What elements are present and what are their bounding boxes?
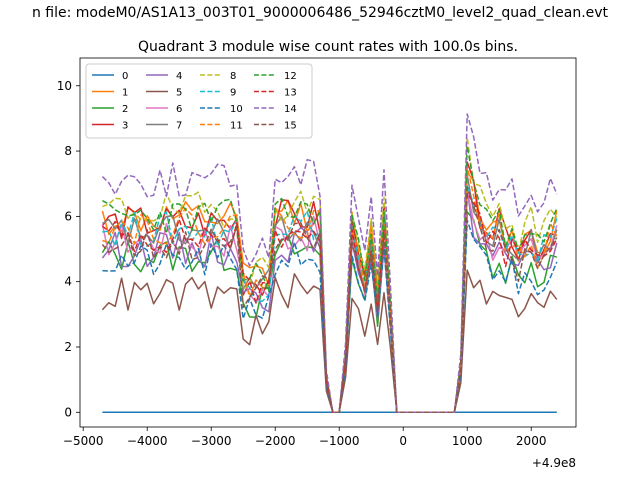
legend-label-5: 5 (176, 88, 182, 99)
y-tick-label: 4 (64, 275, 72, 289)
series-layer (101, 113, 558, 414)
series-line-12 (102, 145, 558, 414)
legend-label-11: 11 (230, 121, 243, 132)
legend-label-6: 6 (176, 104, 182, 115)
legend-label-8: 8 (230, 71, 236, 82)
y-tick-label: 8 (64, 144, 72, 158)
legend-label-10: 10 (230, 104, 243, 115)
legend-label-7: 7 (176, 121, 182, 132)
x-tick-label: −4000 (127, 434, 168, 448)
axes-layer: −5000 −4000 −3000 −2000 −1000 0 1000 2000+4.9e8… (57, 57, 577, 470)
legend-label-9: 9 (230, 88, 236, 99)
series-line-8 (102, 136, 558, 414)
x-tick-label: −5000 (63, 434, 104, 448)
legend-label-15: 15 (284, 121, 297, 132)
series-line-3 (101, 161, 558, 414)
series-line-13 (101, 192, 558, 414)
legend-label-1: 1 (122, 88, 128, 99)
x-tick-label: −1000 (319, 434, 360, 448)
legend-label-4: 4 (176, 71, 182, 82)
chart-title: Quadrant 3 module wise count rates with … (138, 39, 518, 55)
series-line-14 (101, 113, 558, 414)
legend-box (85, 63, 313, 139)
y-tick-label: 2 (64, 340, 72, 354)
figure-suptitle: n file: modeM0/AS1A13_003T01_9000006486_… (32, 5, 609, 21)
series-line-7 (102, 173, 558, 414)
series-line-5 (101, 269, 558, 414)
x-tick-label: 0 (399, 434, 407, 448)
y-tick-label: 0 (64, 405, 72, 419)
x-tick-label: −3000 (191, 434, 232, 448)
series-line-15 (101, 186, 558, 414)
series-line-6 (101, 189, 558, 414)
legend-label-3: 3 (122, 121, 128, 132)
y-tick-label: 10 (57, 79, 72, 93)
legend-label-2: 2 (122, 104, 128, 115)
legend-label-14: 14 (284, 104, 297, 115)
x-offset-label: +4.9e8 (532, 456, 576, 470)
y-tick-label: 6 (64, 209, 72, 223)
x-tick-label: 2000 (516, 434, 547, 448)
legend-label-13: 13 (284, 88, 297, 99)
x-tick-label: −2000 (255, 434, 296, 448)
legend-label-0: 0 (122, 71, 128, 82)
axes-frame (79, 57, 577, 428)
x-tick-label: 1000 (452, 434, 483, 448)
legend-label-12: 12 (284, 71, 297, 82)
series-line-11 (102, 165, 558, 414)
